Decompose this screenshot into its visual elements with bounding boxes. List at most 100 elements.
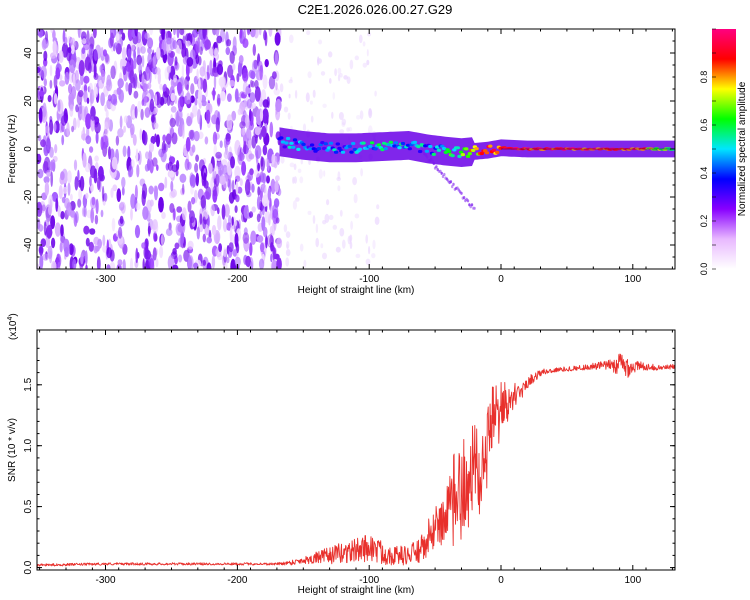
signal-core-blob: [455, 146, 460, 150]
noise-blob: [112, 184, 118, 192]
noise-blob: [41, 38, 47, 51]
noise-blob: [350, 220, 353, 230]
noise-blob: [215, 151, 222, 159]
noise-blob: [362, 62, 367, 68]
noise-blob: [164, 31, 169, 44]
signal-core-blob: [457, 154, 462, 158]
x-tick-label: 100: [624, 575, 641, 586]
noise-blob: [256, 195, 261, 210]
noise-blob: [137, 81, 140, 89]
noise-blob: [45, 236, 51, 248]
noise-blob: [318, 169, 323, 179]
noise-blob: [165, 133, 172, 145]
snr-scale-exponent: 4: [7, 317, 14, 321]
noise-blob: [142, 131, 148, 146]
noise-blob: [43, 78, 47, 87]
noise-blob: [206, 262, 212, 269]
noise-blob: [169, 117, 176, 128]
noise-blob: [234, 232, 239, 248]
signal-core-blob: [327, 146, 332, 150]
noise-blob: [167, 255, 175, 269]
noise-blob: [258, 29, 262, 36]
signal-core-blob: [443, 150, 448, 154]
noise-blob: [105, 109, 109, 118]
noise-blob: [136, 54, 143, 66]
noise-blob: [141, 183, 148, 200]
noise-blob: [355, 253, 361, 259]
noise-blob: [263, 29, 267, 41]
signal-core-blob: [447, 149, 452, 154]
noise-blob: [49, 146, 54, 158]
noise-blob: [117, 78, 124, 89]
x-tick-label: -300: [95, 274, 115, 285]
noise-blob: [337, 67, 342, 75]
noise-blob: [77, 117, 80, 128]
noise-blob: [77, 29, 81, 39]
noise-blob: [217, 207, 220, 215]
noise-blob: [328, 51, 333, 58]
noise-blob: [196, 68, 199, 80]
noise-blob: [245, 127, 252, 144]
noise-blob: [61, 196, 66, 204]
noise-blob: [85, 237, 90, 247]
snr-y-ticks: 0.0 0.5 1.0 1.5: [23, 347, 675, 575]
noise-blob: [189, 174, 196, 189]
noise-blob: [299, 243, 304, 252]
noise-blob: [227, 64, 234, 78]
noise-blob: [135, 202, 141, 211]
noise-blob: [133, 49, 137, 61]
noise-blob: [84, 162, 91, 173]
noise-blob: [152, 247, 157, 261]
noise-blob: [359, 110, 364, 120]
noise-blob: [192, 104, 198, 117]
noise-blob: [211, 255, 216, 269]
signal-core-blob: [393, 141, 399, 145]
noise-blob: [238, 55, 244, 64]
noise-blob: [289, 162, 295, 168]
noise-blob: [248, 69, 254, 79]
noise-blob: [166, 94, 171, 106]
noise-blob: [60, 224, 64, 237]
noise-blob: [129, 257, 134, 269]
noise-blob: [366, 59, 370, 66]
signal-core-blob: [436, 148, 442, 152]
noise-blob: [177, 96, 184, 112]
noise-blob: [55, 67, 61, 80]
noise-blob: [184, 92, 192, 105]
noise-blob: [134, 106, 138, 119]
noise-blob: [159, 83, 163, 90]
noise-blob: [74, 211, 79, 224]
noise-blob: [354, 55, 359, 61]
noise-blob: [37, 29, 40, 35]
noise-blob: [326, 199, 330, 206]
noise-blob: [54, 144, 58, 154]
noise-blob: [144, 249, 151, 260]
signal-core-blob: [282, 145, 287, 149]
signal-core-blob: [323, 142, 328, 146]
noise-blob: [212, 87, 216, 101]
signal-core-blob: [333, 150, 339, 154]
noise-blob: [376, 204, 380, 210]
signal-tail-blob: [431, 159, 434, 163]
noise-blob: [57, 99, 61, 112]
noise-blob: [214, 47, 219, 59]
noise-blob: [338, 112, 344, 120]
noise-blob: [83, 42, 90, 51]
noise-blob: [76, 91, 83, 106]
noise-blob: [247, 171, 254, 182]
noise-blob: [339, 129, 345, 134]
noise-blob: [367, 32, 372, 37]
signal-core-blob: [465, 154, 471, 158]
noise-blob: [216, 175, 221, 184]
noise-blob: [46, 224, 53, 239]
noise-blob: [141, 30, 145, 40]
signal-core-blob: [311, 147, 316, 151]
noise-blob: [77, 198, 82, 208]
signal-core-blob: [424, 149, 430, 153]
signal-core-blob: [450, 154, 455, 158]
noise-blob: [140, 108, 144, 121]
noise-blob: [329, 78, 332, 84]
noise-blob: [58, 50, 64, 63]
noise-blob: [300, 158, 303, 165]
noise-blob: [285, 257, 290, 267]
